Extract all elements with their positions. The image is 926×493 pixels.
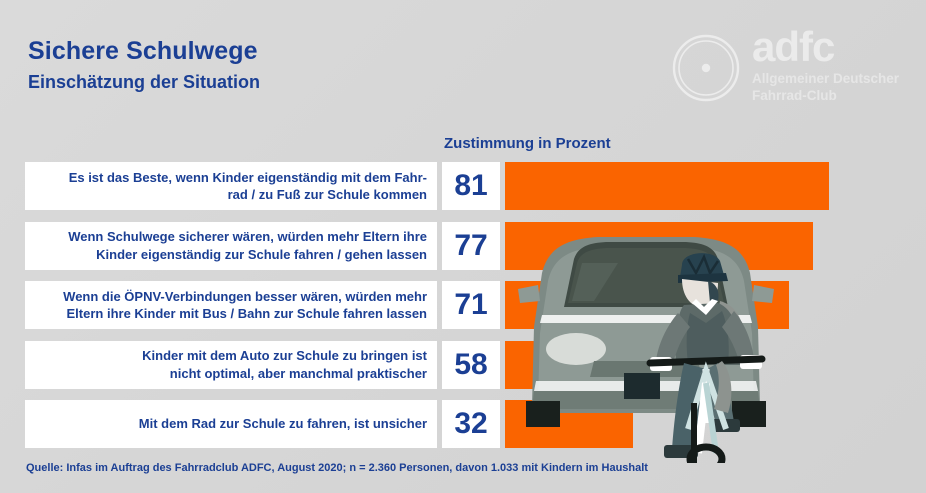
source-note: Quelle: Infas im Auftrag des Fahrradclub… bbox=[26, 462, 648, 474]
bar-row-label: Wenn die ÖPNV-Verbindungen besser wären,… bbox=[63, 288, 427, 321]
bar-row-value: 77 bbox=[454, 228, 488, 262]
bar-row-label-box: Wenn Schulwege sicherer wären, würden me… bbox=[25, 221, 437, 270]
bar-row-label: Kinder mit dem Auto zur Schule zu bringe… bbox=[142, 348, 427, 381]
bar-chart-rows: Es ist das Beste, wenn Kinder eigenständ… bbox=[0, 162, 926, 450]
bar-row-value-box: 58 bbox=[442, 340, 500, 389]
bar-row-label-box: Wenn die ÖPNV-Verbindungen besser wären,… bbox=[25, 281, 437, 329]
logo-text-block: adfc Allgemeiner Deutscher Fahrrad-Club bbox=[752, 26, 912, 105]
bar-row-value: 71 bbox=[454, 288, 488, 321]
page-title: Sichere Schulwege bbox=[28, 37, 258, 65]
bar-row-bar bbox=[505, 281, 789, 329]
axis-title: Zustimmung in Prozent bbox=[444, 135, 611, 152]
bar-row-label-box: Es ist das Beste, wenn Kinder eigenständ… bbox=[25, 162, 437, 210]
bar-row-bar bbox=[505, 400, 633, 448]
table-row: Mit dem Rad zur Schule zu fahren, ist un… bbox=[0, 400, 926, 448]
bar-row-bar bbox=[505, 162, 829, 210]
bar-row-value-box: 77 bbox=[442, 221, 500, 270]
bar-row-label: Es ist das Beste, wenn Kinder eigenständ… bbox=[68, 169, 427, 202]
page-subtitle: Einschätzung der Situation bbox=[28, 71, 261, 92]
bar-row-value-box: 71 bbox=[442, 281, 500, 329]
bicycle-wheel-icon bbox=[672, 34, 740, 102]
bar-row-value-box: 32 bbox=[442, 400, 500, 448]
bar-row-value: 32 bbox=[454, 407, 488, 440]
table-row: Wenn Schulwege sicherer wären, würden me… bbox=[0, 221, 926, 270]
bar-row-bar bbox=[505, 221, 813, 270]
bar-row-bar bbox=[505, 340, 737, 389]
bar-row-label: Mit dem Rad zur Schule zu fahren, ist un… bbox=[138, 416, 427, 432]
title-block: Sichere Schulwege Einschätzung der Situa… bbox=[28, 37, 261, 93]
adfc-logo: adfc Allgemeiner Deutscher Fahrrad-Club bbox=[660, 26, 910, 112]
bar-row-value: 81 bbox=[454, 169, 488, 202]
bar-row-label-box: Mit dem Rad zur Schule zu fahren, ist un… bbox=[25, 400, 437, 448]
table-row: Wenn die ÖPNV-Verbindungen besser wären,… bbox=[0, 281, 926, 329]
logo-tagline-line2: Fahrrad-Club bbox=[752, 88, 837, 104]
table-row: Kinder mit dem Auto zur Schule zu bringe… bbox=[0, 340, 926, 389]
logo-wordmark: adfc bbox=[752, 23, 835, 70]
bar-row-label-box: Kinder mit dem Auto zur Schule zu bringe… bbox=[25, 340, 437, 389]
bar-row-value-box: 81 bbox=[442, 162, 500, 210]
bar-row-value: 58 bbox=[454, 347, 488, 381]
table-row: Es ist das Beste, wenn Kinder eigenständ… bbox=[0, 162, 926, 210]
logo-tagline-line1: Allgemeiner Deutscher bbox=[752, 71, 900, 86]
bar-row-label: Wenn Schulwege sicherer wären, würden me… bbox=[68, 229, 427, 262]
